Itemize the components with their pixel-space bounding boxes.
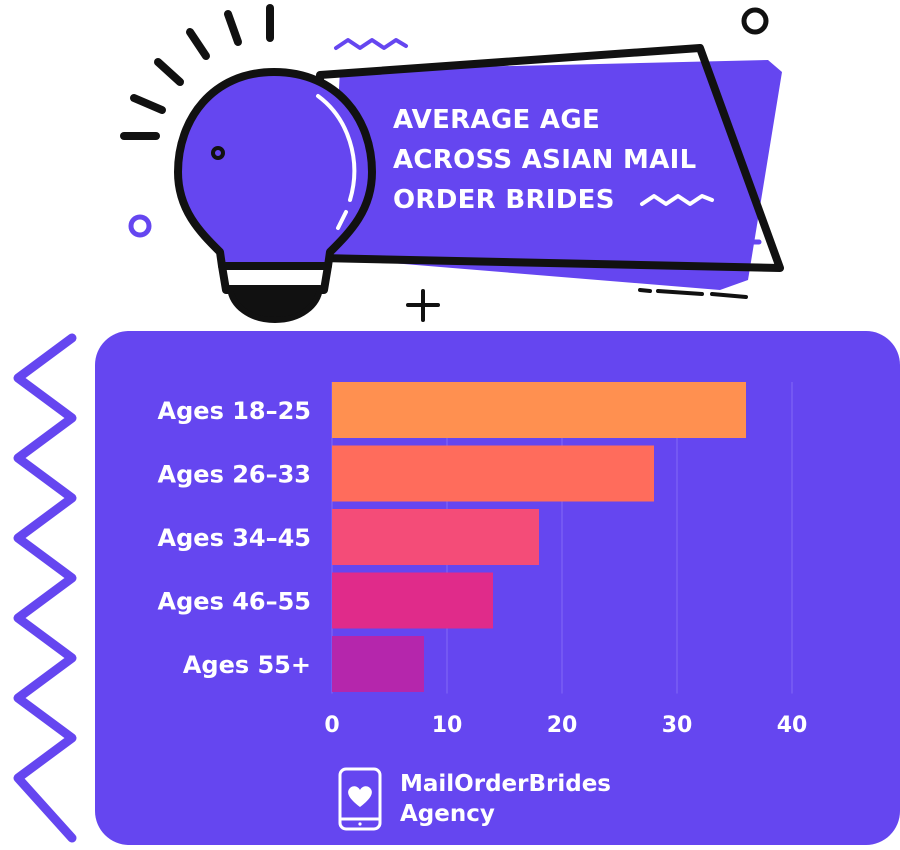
category-label: Ages 46–55 — [158, 588, 311, 616]
plus-icon — [406, 289, 440, 322]
bar — [332, 382, 746, 438]
wave-decoration — [334, 38, 408, 50]
bar — [332, 445, 654, 502]
plus-icon — [728, 225, 762, 259]
category-label: Ages 26–33 — [158, 461, 311, 489]
bar — [332, 572, 493, 629]
phone-heart-icon — [338, 767, 382, 831]
circle-decoration — [741, 7, 769, 35]
wave-decoration-white — [640, 194, 714, 206]
bar — [332, 509, 539, 565]
x-tick-label: 30 — [662, 713, 693, 738]
bar — [332, 636, 424, 692]
title-line: ORDER BRIDES — [393, 185, 615, 215]
x-tick-label: 40 — [777, 713, 808, 738]
circle-decoration — [128, 214, 152, 238]
zigzag-decoration — [13, 333, 77, 843]
dash-decoration — [638, 288, 748, 299]
x-tick-label: 10 — [432, 713, 463, 738]
category-label: Ages 34–45 — [158, 524, 311, 552]
title-line: AVERAGE AGE — [393, 105, 601, 135]
light-rays — [120, 4, 274, 140]
x-tick-label: 20 — [547, 713, 578, 738]
x-tick-label: 0 — [324, 713, 339, 738]
brand-name-second: Agency — [400, 801, 495, 827]
chart-title: AVERAGE AGE ACROSS ASIAN MAIL ORDER BRID… — [393, 100, 733, 220]
title-line: ACROSS ASIAN MAIL — [393, 145, 697, 175]
category-label: Ages 18–25 — [158, 397, 311, 425]
brand-logo: MailOrderBrides Agency — [338, 767, 658, 831]
lightbulb-icon — [174, 68, 376, 323]
brand-name: MailOrderBrides — [400, 771, 611, 797]
banner-fill — [330, 60, 782, 290]
category-label: Ages 55+ — [183, 651, 311, 679]
